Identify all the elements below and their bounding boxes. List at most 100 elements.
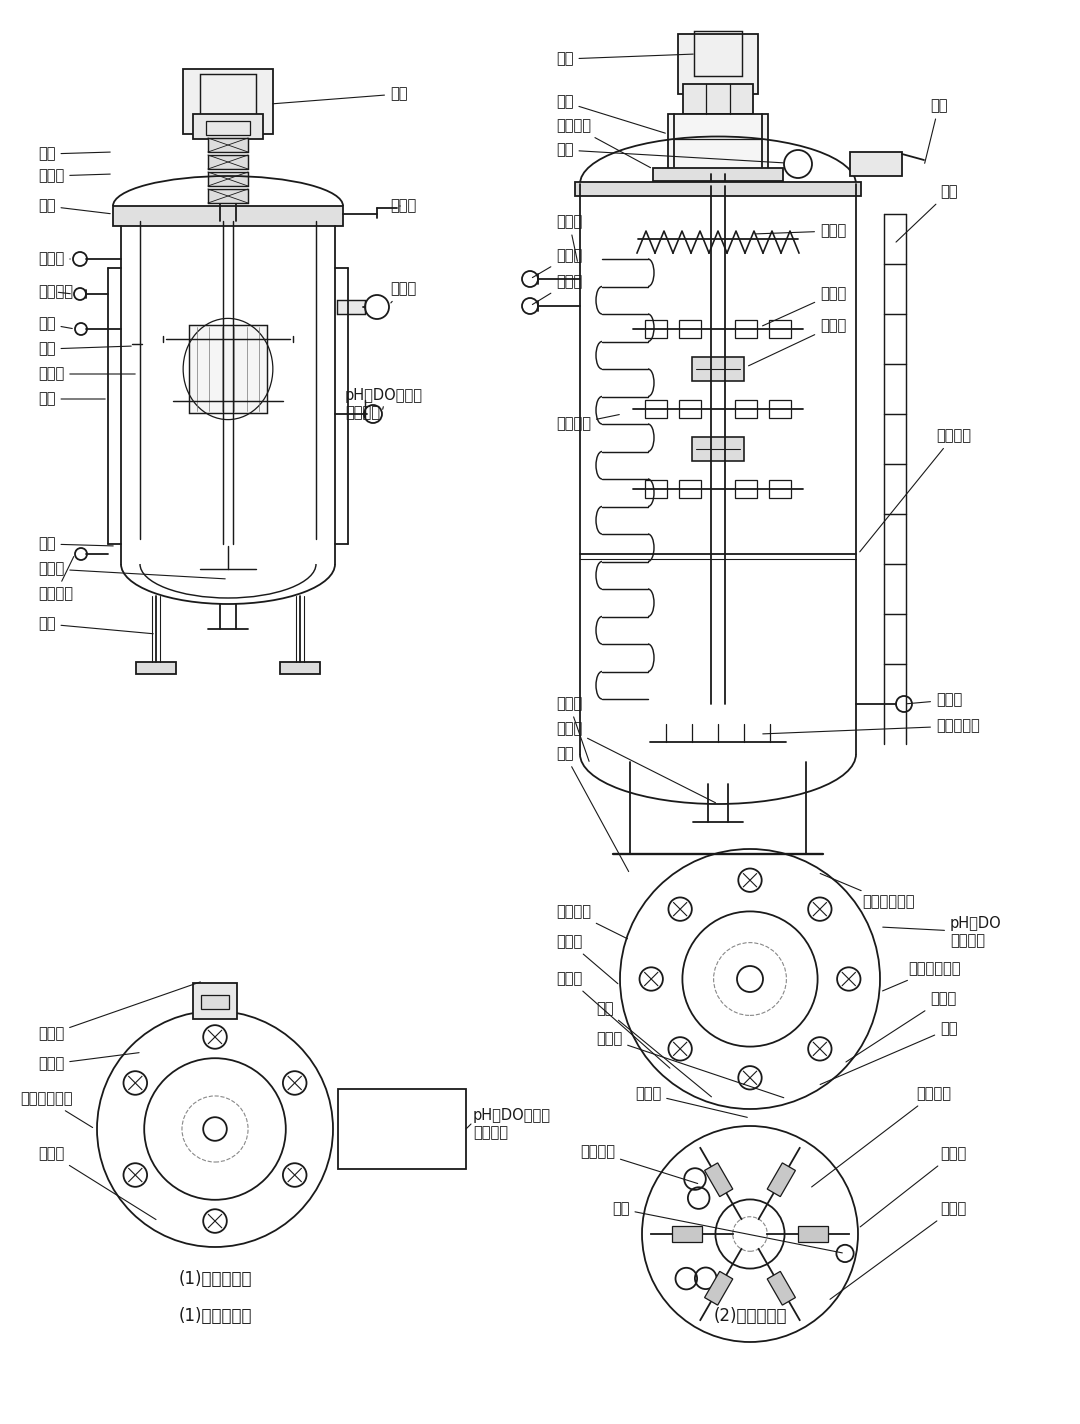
Text: (1)小型发酵罐: (1)小型发酵罐 [178, 1307, 252, 1324]
Text: 联轴器: 联轴器 [748, 319, 847, 366]
Bar [679, 400, 701, 419]
Text: 竖式蛇管: 竖式蛇管 [556, 414, 619, 431]
Text: 视镜: 视镜 [820, 1021, 958, 1085]
Bar [653, 168, 783, 181]
Text: pH、DO、温度
电极接口: pH、DO、温度 电极接口 [345, 387, 423, 420]
Bar [280, 662, 320, 674]
Text: 移种口: 移种口 [596, 1031, 784, 1098]
Text: 视镜: 视镜 [38, 316, 72, 332]
Text: 消泡电极接口: 消泡电极接口 [21, 1092, 93, 1128]
Bar [208, 155, 248, 169]
Text: 裙座: 裙座 [556, 746, 629, 871]
Text: 下封头: 下封头 [556, 696, 589, 762]
Text: 封头: 封头 [38, 537, 113, 551]
Bar [692, 357, 744, 382]
Text: 机架: 机架 [38, 147, 110, 161]
Text: 加料口: 加料口 [38, 1146, 156, 1219]
Bar [193, 114, 264, 140]
Text: 中间支撑: 中间支撑 [811, 1087, 951, 1188]
Text: 补料口: 补料口 [846, 991, 956, 1062]
Text: 中间支撑: 中间支撑 [860, 429, 971, 553]
Bar [183, 68, 273, 134]
Bar [645, 320, 667, 337]
Polygon shape [767, 1272, 796, 1306]
Text: 进水口: 进水口 [831, 1202, 967, 1299]
Text: 夹套: 夹套 [38, 392, 105, 406]
Text: 空气分布管: 空气分布管 [762, 719, 980, 733]
Polygon shape [704, 1272, 733, 1306]
Bar [338, 1089, 465, 1169]
Bar [645, 480, 667, 498]
Text: 内筒体: 内筒体 [38, 366, 135, 382]
Bar [645, 400, 667, 419]
Bar [769, 320, 791, 337]
Bar [201, 995, 229, 1010]
Text: 挡板: 挡板 [38, 342, 132, 356]
Text: 温度电极接口: 温度电极接口 [882, 961, 960, 991]
Text: 排气口: 排气口 [556, 971, 670, 1068]
Text: 补料口: 补料口 [38, 983, 201, 1041]
Bar [113, 206, 343, 226]
Bar [678, 34, 758, 94]
Bar [189, 325, 267, 413]
Bar [200, 74, 256, 115]
Text: 泡沫电极接口: 泡沫电极接口 [820, 873, 915, 910]
Polygon shape [672, 1226, 702, 1242]
Polygon shape [797, 1226, 827, 1242]
Text: 夹套下口: 夹套下口 [38, 557, 73, 601]
Text: 机架: 机架 [556, 94, 665, 134]
Text: 视镜灯: 视镜灯 [390, 282, 416, 303]
Bar [669, 114, 768, 169]
Text: 视镜: 视镜 [556, 142, 783, 162]
Text: 爬梯: 爬梯 [612, 1202, 842, 1253]
Text: 竖式蛇管: 竖式蛇管 [580, 1145, 698, 1183]
Bar [683, 84, 753, 114]
Bar [735, 400, 757, 419]
Text: 出水口: 出水口 [860, 1146, 967, 1227]
Bar [679, 320, 701, 337]
Text: 人孔: 人孔 [596, 1001, 712, 1096]
Text: 加料口: 加料口 [390, 198, 416, 214]
Text: 进出水口: 进出水口 [556, 904, 627, 938]
Polygon shape [704, 1163, 733, 1196]
Bar [208, 189, 248, 204]
Text: 爬梯: 爬梯 [896, 185, 958, 242]
Text: 补料口: 补料口 [38, 168, 110, 184]
Bar [208, 138, 248, 152]
Text: pH、DO、温度
电极接口: pH、DO、温度 电极接口 [473, 1108, 551, 1141]
Text: 电机: 电机 [556, 51, 693, 67]
Bar [735, 320, 757, 337]
Text: 出料口: 出料口 [556, 934, 618, 984]
Text: (2)大型发酵罐: (2)大型发酵罐 [713, 1307, 786, 1324]
Text: 出料口: 出料口 [38, 561, 226, 578]
Text: 进气口: 进气口 [38, 252, 70, 266]
Text: 出水口: 出水口 [532, 249, 582, 278]
Bar [575, 182, 861, 197]
Polygon shape [767, 1163, 796, 1196]
Text: (1)小型发酵罐: (1)小型发酵罐 [178, 1270, 252, 1287]
Bar [206, 121, 249, 135]
Bar [193, 983, 237, 1020]
Text: 机架底座: 机架底座 [556, 118, 650, 168]
Text: 搅拌浆: 搅拌浆 [762, 286, 847, 326]
Bar [337, 300, 365, 315]
Text: 直筒体: 直筒体 [556, 215, 582, 261]
Text: 电机: 电机 [273, 87, 407, 104]
Text: 进气口: 进气口 [907, 692, 962, 708]
Text: 罐盖: 罐盖 [38, 198, 110, 214]
Text: 消泡浆: 消泡浆 [756, 224, 847, 238]
Bar [850, 152, 902, 177]
Bar [679, 480, 701, 498]
Bar [136, 662, 176, 674]
Text: 排气口: 排气口 [38, 1052, 139, 1071]
Text: 搅拌浆: 搅拌浆 [635, 1087, 747, 1118]
Bar [735, 480, 757, 498]
Text: 进水口: 进水口 [532, 275, 582, 305]
Text: pH、DO
电极接口: pH、DO 电极接口 [882, 916, 1002, 948]
Bar [769, 400, 791, 419]
Bar [692, 437, 744, 461]
Text: 夹套上口: 夹套上口 [38, 285, 73, 299]
Text: 支腿: 支腿 [38, 617, 153, 634]
Text: 人孔: 人孔 [924, 98, 947, 164]
Bar [208, 172, 248, 187]
